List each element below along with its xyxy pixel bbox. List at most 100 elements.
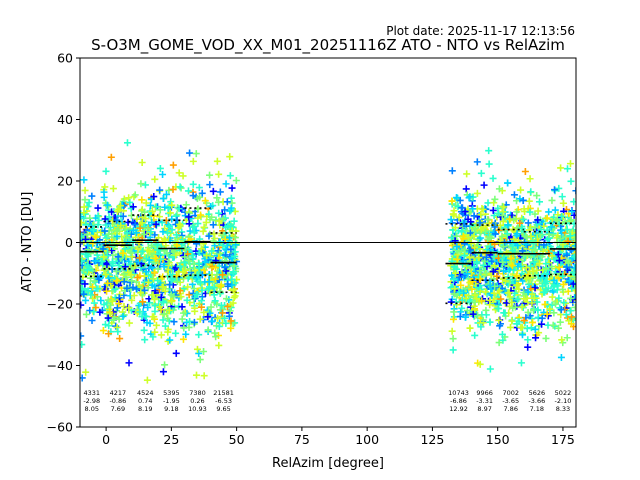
scatter-point (566, 160, 574, 168)
scatter-point (159, 228, 167, 236)
scatter-point (463, 270, 471, 278)
scatter-point (500, 309, 508, 317)
scatter-point (530, 294, 538, 302)
scatter-point (174, 224, 182, 232)
scatter-point (189, 180, 197, 188)
scatter-point (226, 153, 234, 161)
scatter-point (203, 252, 211, 260)
scatter-point (534, 207, 542, 215)
scatter-point (468, 285, 476, 293)
bin-label-text: 7.18 (530, 405, 544, 413)
scatter-point (484, 216, 492, 224)
scatter-point (173, 277, 181, 285)
scatter-point (499, 217, 507, 225)
scatter-point (538, 314, 546, 322)
scatter-point (158, 278, 166, 286)
scatter-point (221, 314, 229, 322)
scatter-point (111, 285, 119, 293)
scatter-point (450, 275, 458, 283)
scatter-point (92, 304, 100, 312)
plot-date: Plot date: 2025-11-17 12:13:56 (386, 24, 575, 38)
scatter-point (493, 272, 501, 280)
scatter-point (128, 277, 136, 285)
scatter-point (205, 232, 213, 240)
scatter-point (214, 247, 222, 255)
scatter-point (168, 215, 176, 223)
x-tick-label: 25 (163, 432, 179, 447)
scatter-point (519, 215, 527, 223)
scatter-point (186, 209, 194, 217)
scatter-point (553, 217, 561, 225)
scatter-point (453, 256, 461, 264)
bin-label-text: 12.92 (449, 405, 468, 413)
scatter-point (447, 298, 455, 306)
scatter-point (215, 209, 223, 217)
scatter-point (122, 234, 130, 242)
scatter-point (168, 226, 176, 234)
scatter-point (107, 224, 114, 232)
scatter-point (204, 326, 212, 334)
scatter-point (555, 257, 563, 265)
scatter-point (159, 368, 167, 376)
scatter-point (113, 304, 121, 312)
scatter-point (81, 196, 89, 204)
scatter-point (227, 204, 235, 212)
scatter-point (221, 245, 229, 253)
scatter-point (221, 235, 229, 243)
scatter-point (490, 289, 498, 297)
scatter-point (81, 186, 89, 194)
scatter-point (137, 289, 145, 297)
scatter-point (159, 283, 167, 291)
scatter-point (136, 224, 144, 232)
scatter-point (558, 193, 566, 201)
scatter-point (197, 211, 205, 219)
scatter-point (540, 288, 548, 296)
scatter-point (144, 303, 152, 311)
scatter-point (140, 230, 148, 238)
scatter-point (544, 255, 552, 263)
scatter-point (149, 333, 157, 341)
scatter-point (114, 207, 122, 215)
scatter-point (462, 313, 470, 321)
scatter-point (89, 294, 97, 302)
scatter-point (476, 219, 484, 227)
scatter-point (195, 260, 203, 268)
scatter-point (80, 232, 86, 240)
scatter-point (469, 278, 477, 286)
scatter-point (198, 189, 206, 197)
scatter-point (195, 349, 203, 357)
scatter-point (178, 303, 186, 311)
x-tick-label: 0 (102, 432, 110, 447)
scatter-point (462, 185, 470, 193)
scatter-point (532, 334, 540, 342)
scatter-point (116, 202, 124, 210)
scatter-point (110, 316, 118, 324)
scatter-point (80, 341, 86, 349)
scatter-point (86, 214, 94, 222)
scatter-point (216, 287, 224, 295)
scatter-point (200, 372, 208, 380)
scatter-point (567, 320, 575, 328)
scatter-point (190, 318, 198, 326)
scatter-point (120, 291, 128, 299)
scatter-point (230, 270, 238, 278)
scatter-point (503, 230, 511, 238)
scatter-point (127, 271, 135, 279)
scatter-point (455, 213, 463, 221)
scatter-point (508, 262, 516, 270)
scatter-point (185, 220, 193, 228)
scatter-point (103, 201, 111, 209)
scatter-point (477, 225, 485, 233)
bin-label-text: -6.53 (215, 397, 232, 405)
scatter-point (152, 321, 160, 329)
scatter-point (564, 237, 572, 245)
scatter-point (137, 180, 145, 188)
scatter-point (496, 239, 504, 247)
scatter-point (448, 271, 456, 279)
scatter-point (119, 312, 127, 320)
scatter-point (230, 262, 238, 270)
scatter-point (128, 296, 136, 304)
scatter-point (210, 230, 218, 238)
scatter-point (217, 282, 225, 290)
